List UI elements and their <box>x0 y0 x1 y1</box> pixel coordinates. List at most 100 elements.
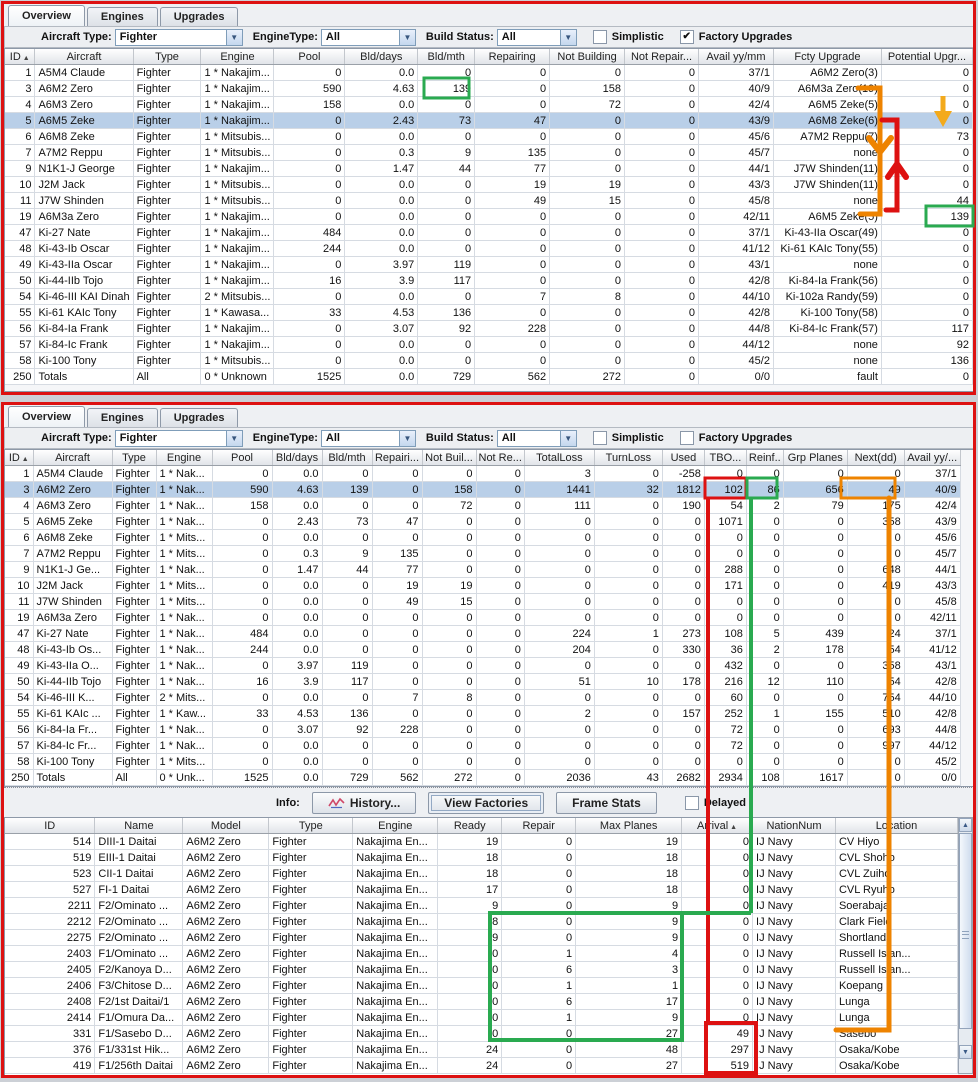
table-cell[interactable]: Fighter <box>133 128 202 145</box>
table-cell[interactable]: 1 <box>501 1009 577 1026</box>
table-cell[interactable]: 0 <box>417 240 476 257</box>
table-cell[interactable]: 0 <box>437 977 503 994</box>
table-cell[interactable]: IJ Navy <box>752 913 836 930</box>
build-status-select[interactable]: All ▼ <box>496 28 577 46</box>
table-cell[interactable]: 0.0 <box>272 497 323 514</box>
table-cell[interactable]: Fighter <box>268 1025 354 1042</box>
table-cell[interactable]: 8 <box>437 913 503 930</box>
table-cell[interactable]: F2/1st Daitai/1 <box>94 993 184 1010</box>
table-cell[interactable]: 0 <box>662 721 705 738</box>
table-cell[interactable]: 0 <box>474 80 551 97</box>
table-cell[interactable]: 47 <box>474 112 551 129</box>
column-header[interactable]: TurnLoss <box>594 450 663 466</box>
table-cell[interactable]: 1 * Kaw... <box>156 705 213 722</box>
table-cell[interactable]: Fighter <box>268 977 354 994</box>
table-cell[interactable]: 10 <box>594 673 663 690</box>
table-cell[interactable]: 0 <box>681 945 754 962</box>
table-cell[interactable]: 0 <box>746 465 784 482</box>
table-cell[interactable]: 1 * Nak... <box>156 513 213 530</box>
table-cell[interactable]: 0 <box>273 144 346 161</box>
table-cell[interactable]: 0 <box>681 977 754 994</box>
table-cell[interactable]: none <box>773 192 882 209</box>
table-cell[interactable]: 0 <box>476 465 525 482</box>
table-cell[interactable]: Ki-61 KAIc Tony(55) <box>773 240 882 257</box>
table-cell[interactable]: 77 <box>372 561 423 578</box>
table-cell[interactable]: 45/8 <box>904 593 961 610</box>
table-cell[interactable]: IJ Navy <box>752 1057 836 1074</box>
table-cell[interactable]: Fighter <box>112 673 157 690</box>
table-cell[interactable]: 44 <box>417 160 476 177</box>
table-cell[interactable]: 1 * Nak... <box>156 625 213 642</box>
table-row[interactable]: 2211 F2/Ominato ... A6M2 Zero Fighter Nakaji… <box>5 897 958 914</box>
table-cell[interactable]: 0 <box>476 673 525 690</box>
column-header[interactable]: Bld/days <box>344 49 419 65</box>
table-cell[interactable]: 0 <box>681 833 754 850</box>
table-cell[interactable]: 0 <box>662 513 705 530</box>
table-cell[interactable]: 42/4 <box>698 96 774 113</box>
table-row[interactable]: 11 J7W Shinden Fighter 1 * Mits... 0 0.0 0 49 15… <box>5 593 961 610</box>
table-cell[interactable]: Fighter <box>133 192 202 209</box>
scroll-up-button[interactable]: ▲ <box>959 818 972 832</box>
table-cell[interactable]: Ki-84-Ic Frank(57) <box>773 320 882 337</box>
table-cell[interactable]: 92 <box>322 721 373 738</box>
table-cell[interactable]: 0 <box>372 737 423 754</box>
table-cell[interactable]: 1 * Nakajim... <box>200 208 275 225</box>
table-cell[interactable]: 1 <box>575 977 683 994</box>
table-cell[interactable]: 4 <box>5 497 34 514</box>
table-cell[interactable]: 3.97 <box>344 256 419 273</box>
table-cell[interactable]: F2/Kanoya D... <box>94 961 184 978</box>
table-cell[interactable]: 2.43 <box>272 513 323 530</box>
table-cell[interactable]: 48 <box>575 1041 683 1058</box>
table-cell[interactable]: 1 * Mits... <box>156 593 213 610</box>
table-cell[interactable]: Nakajima En... <box>352 897 439 914</box>
table-cell[interactable]: EIII-1 Daitai <box>94 849 184 866</box>
table-cell[interactable]: 0 <box>417 176 476 193</box>
table-cell[interactable]: 0 <box>212 561 273 578</box>
table-cell[interactable]: 4.63 <box>344 80 419 97</box>
table-cell[interactable]: 0 <box>476 689 525 706</box>
table-cell[interactable]: Fighter <box>268 897 354 914</box>
table-cell[interactable]: 44/1 <box>904 561 961 578</box>
table-cell[interactable]: Sasebo <box>835 1025 958 1042</box>
table-cell[interactable]: 27 <box>575 1025 683 1042</box>
table-cell[interactable]: 0 <box>746 657 784 674</box>
table-cell[interactable]: Nakajima En... <box>352 993 439 1010</box>
table-cell[interactable]: 0 <box>594 529 663 546</box>
table-cell[interactable]: 0 <box>476 641 525 658</box>
table-cell[interactable]: 117 <box>322 673 373 690</box>
column-header[interactable]: Aircraft <box>34 49 134 65</box>
table-cell[interactable]: 0 <box>624 64 699 81</box>
table-row[interactable]: 2212 F2/Ominato ... A6M2 Zero Fighter Nakaji… <box>5 913 958 930</box>
table-cell[interactable]: 0 <box>847 593 905 610</box>
table-cell[interactable]: 45/7 <box>904 545 961 562</box>
table-cell[interactable]: 18 <box>437 865 503 882</box>
table-cell[interactable]: 0 <box>372 497 423 514</box>
table-cell[interactable]: Fighter <box>112 657 157 674</box>
table-cell[interactable]: 0 <box>476 737 525 754</box>
table-cell[interactable]: FI-1 Daitai <box>94 881 184 898</box>
table-cell[interactable]: 0.0 <box>272 769 323 786</box>
table-cell[interactable]: 0 <box>476 577 525 594</box>
table-cell[interactable]: 0 <box>437 961 503 978</box>
table-cell[interactable]: 0 <box>322 689 373 706</box>
checkbox-box[interactable]: ✔ <box>679 431 694 445</box>
table-cell[interactable]: 0 <box>501 913 577 930</box>
table-row[interactable]: 331 F1/Sasebo D... A6M2 Zero Fighter Nakajim… <box>5 1025 958 1042</box>
table-cell[interactable]: 0 <box>273 112 346 129</box>
delayed-checkbox[interactable]: ✔ Delayed <box>684 795 746 810</box>
table-cell[interactable]: 1525 <box>212 769 273 786</box>
table-row[interactable]: 5 A6M5 Zeke Fighter 1 * Nak... 0 2.43 73 47 0 0 0 0… <box>5 513 961 530</box>
table-cell[interactable]: 0 <box>746 737 784 754</box>
column-header[interactable]: Avail yy/... <box>904 450 961 466</box>
table-cell[interactable]: 1 * Nak... <box>156 641 213 658</box>
column-header[interactable]: Bld/mth <box>322 450 373 466</box>
table-cell[interactable]: Fighter <box>112 593 157 610</box>
table-row[interactable]: 11 J7W Shinden Fighter 1 * Mitsubis... 0 0.0 0… <box>5 192 973 209</box>
table-cell[interactable]: 42/8 <box>904 705 961 722</box>
table-cell[interactable]: IJ Navy <box>752 993 836 1010</box>
table-cell[interactable]: Totals <box>34 368 134 385</box>
table-cell[interactable]: 1 * Mits... <box>156 545 213 562</box>
table-cell[interactable]: 0 <box>783 737 848 754</box>
table-cell[interactable]: 55 <box>5 304 36 321</box>
table-row[interactable]: 48 Ki-43-Ib Os... Fighter 1 * Nak... 244 0.0 0… <box>5 641 961 658</box>
